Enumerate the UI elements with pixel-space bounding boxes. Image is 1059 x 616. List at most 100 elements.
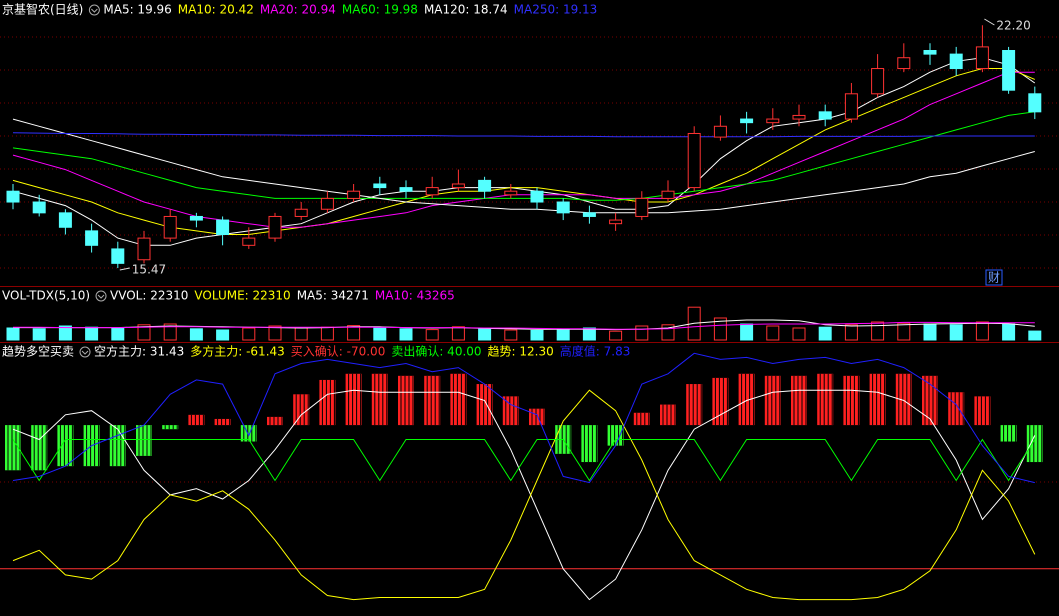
ma-line [12, 57, 1036, 246]
trend-bar [1026, 425, 1043, 463]
panel-icon-arrow [97, 294, 105, 299]
volume-bar [478, 328, 492, 341]
low-leader [119, 267, 130, 271]
candle-body [478, 179, 492, 192]
volume-bar [1002, 323, 1016, 341]
chart-title: 京基智农(日线) [2, 2, 83, 17]
candle-body [713, 125, 727, 138]
trend-bar [345, 373, 362, 426]
legend-entry: 趋势: 12.30 [488, 345, 554, 359]
trend-bar [686, 384, 703, 426]
volume-bar [635, 325, 649, 341]
trend-bar [581, 425, 598, 463]
trend-bar [869, 373, 886, 426]
ma-line [12, 132, 1035, 138]
volume-bar [32, 328, 46, 341]
volume-bar [111, 327, 125, 341]
legend-entry: MA20: 20.94 [260, 3, 336, 17]
legend-entry: MA120: 18.74 [424, 3, 508, 17]
candle-body [451, 183, 465, 189]
candle-body [373, 183, 387, 189]
candle-body [216, 219, 230, 235]
legend-entry: MA10: 43265 [375, 289, 455, 303]
legend-entry: MA5: 34271 [297, 289, 369, 303]
trend-bar [31, 425, 48, 471]
volume-bar [268, 325, 282, 341]
candle-body [399, 187, 413, 192]
volume-bar [373, 327, 387, 341]
candle-body [1002, 50, 1016, 91]
candle-body [582, 212, 596, 217]
candle-body [661, 190, 675, 199]
trend-bar [476, 384, 493, 426]
volume-bar [975, 321, 989, 341]
volume-bar [6, 327, 20, 341]
candle-body [975, 46, 989, 70]
trend-bar [371, 373, 388, 426]
candle-body [111, 248, 125, 264]
volume-bar [451, 326, 465, 341]
trend-bar [948, 392, 965, 426]
volume-bar [58, 325, 72, 341]
volume-bar [740, 323, 754, 341]
volume-bar [137, 324, 151, 341]
candle-body [635, 197, 649, 217]
volume-bar [163, 323, 177, 341]
volume-bar [582, 327, 596, 341]
trend-bar [843, 375, 860, 426]
trend-bar [633, 412, 650, 426]
trend-bar [293, 394, 310, 426]
volume-bar [294, 327, 308, 341]
candle-body [740, 118, 754, 124]
trend-bar [764, 375, 781, 426]
legend-entry: MA5: 19.96 [103, 3, 171, 17]
trend-bar [162, 425, 179, 430]
volume-bar [766, 325, 780, 341]
volume-bar [897, 322, 911, 341]
trend-bar [398, 375, 414, 426]
marker-label: 财 [988, 271, 1000, 285]
indicator-line [12, 389, 1036, 601]
trend-bar [660, 404, 676, 426]
volume-bar [871, 321, 885, 341]
marker-box [985, 269, 1003, 286]
volume-bar [609, 330, 623, 341]
volume-bar [504, 329, 518, 341]
candle-body [32, 201, 46, 214]
volume-bar [713, 317, 727, 341]
volume-bar [320, 326, 334, 341]
trend-bar [607, 425, 624, 446]
candle-body [347, 190, 361, 199]
candle-body [766, 118, 780, 124]
legend-entry: VVOL: 22310 [110, 289, 188, 303]
trend-bar [188, 414, 205, 426]
candle-body [609, 219, 623, 225]
volume-bar [818, 326, 832, 341]
candle-body [320, 197, 334, 210]
candle-body [897, 57, 911, 70]
trend-bar [240, 425, 257, 442]
volume-bar [189, 328, 203, 341]
volume-bar [425, 329, 439, 341]
trend-bar [712, 377, 729, 426]
volume-bar [347, 325, 361, 341]
legend-entry: 多方主力: -61.43 [190, 344, 285, 359]
candle-body [85, 230, 99, 246]
trend-bar [1000, 425, 1017, 442]
volume-ma-line [13, 321, 1035, 330]
trend-bar [895, 373, 912, 426]
legend-entry: MA250: 19.13 [514, 3, 598, 17]
candle-body [504, 190, 518, 196]
volume-bar [85, 326, 99, 341]
candle-body [425, 187, 439, 196]
trend-bar [502, 396, 519, 426]
panel-icon [95, 290, 107, 302]
high-label: 22.20 [996, 19, 1030, 33]
trend-bar [791, 375, 807, 426]
panel-title: 趋势多空买卖 [2, 345, 74, 359]
legend-entry: 卖出确认: 40.00 [391, 345, 481, 359]
ma-line [12, 71, 1035, 228]
